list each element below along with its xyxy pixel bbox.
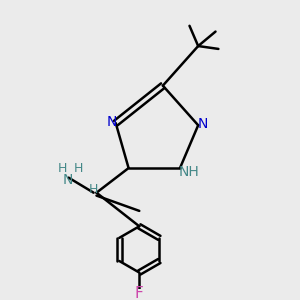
Text: N: N	[197, 117, 208, 131]
Text: N: N	[63, 173, 73, 187]
Text: H: H	[74, 162, 83, 175]
Text: NH: NH	[178, 165, 199, 179]
Text: H: H	[58, 162, 67, 175]
Text: F: F	[135, 286, 144, 300]
Text: N: N	[106, 115, 117, 129]
Text: H: H	[89, 183, 98, 196]
